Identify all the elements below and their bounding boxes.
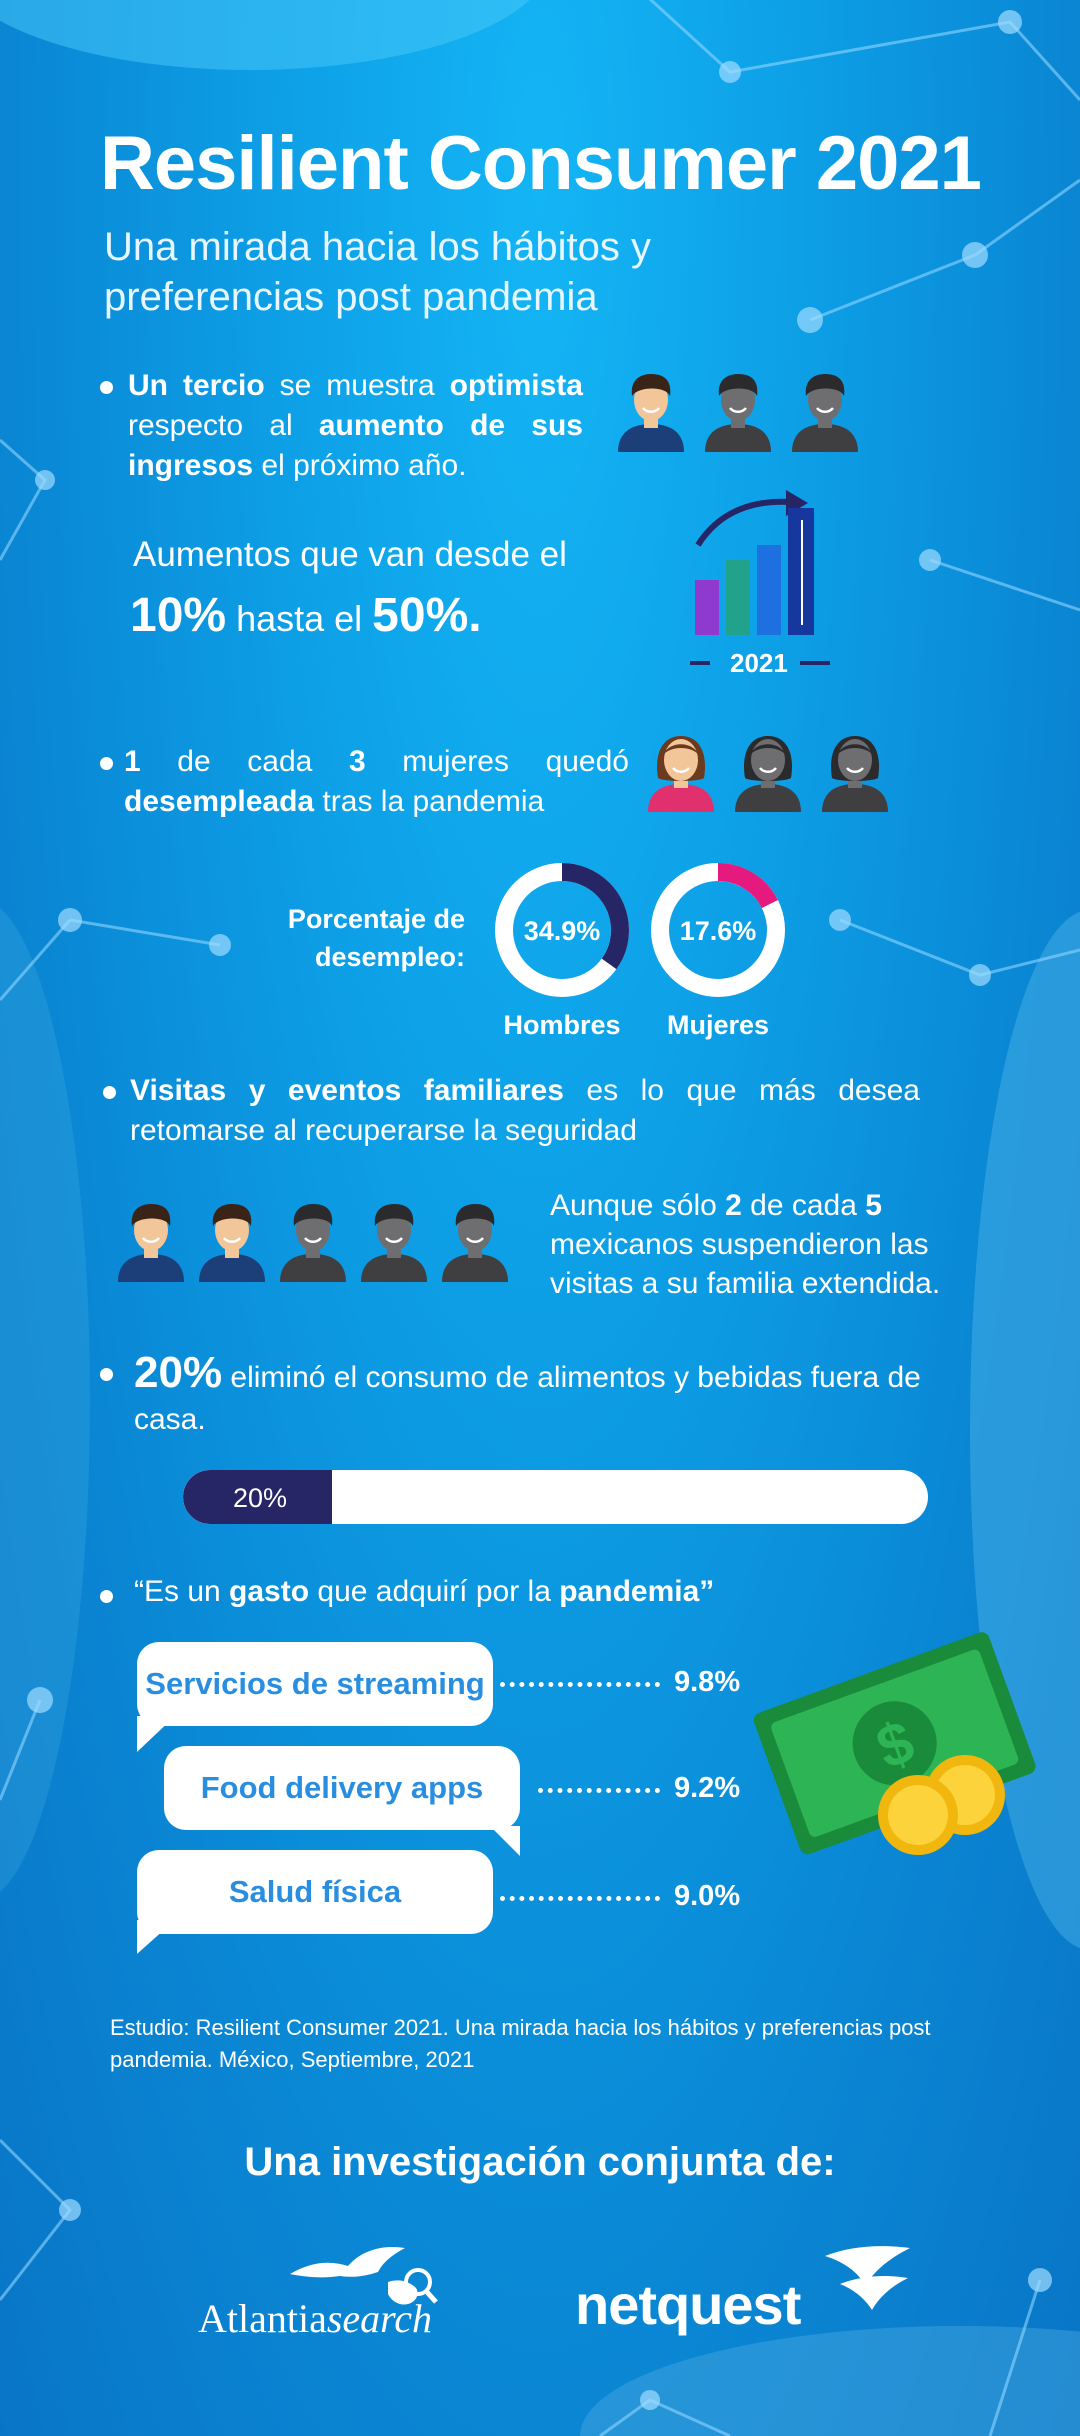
raise-to: 50%. xyxy=(372,589,482,642)
spending-value-delivery: 9.2% xyxy=(674,1772,741,1804)
unemployment-text-2: de cada xyxy=(140,745,349,778)
dots-health xyxy=(500,1896,660,1905)
visits-text-bold: Visitas y eventos familiares xyxy=(130,1074,564,1107)
spending-quote-bold-4: pandemia” xyxy=(559,1575,715,1608)
raise-middle: hasta el xyxy=(226,598,373,639)
person-icon xyxy=(642,728,720,817)
unemployment-label-line1: Porcentaje de xyxy=(287,904,465,934)
food-text: 20% eliminó el consumo de alimentos y be… xyxy=(134,1351,974,1441)
donut-women-value: 17.6% xyxy=(680,916,757,946)
logo-netquest: netquest xyxy=(575,2273,801,2336)
donut-women: 17.6% xyxy=(651,863,785,997)
person-icon xyxy=(274,1198,352,1287)
bullet-visits xyxy=(103,1086,116,1099)
donut-women-label: Mujeres xyxy=(666,1010,770,1040)
spending-value-health: 9.0% xyxy=(674,1880,741,1912)
page-title: Resilient Consumer 2021 xyxy=(100,121,982,206)
donut-men-label: Hombres xyxy=(503,1010,621,1040)
unemployment-text: 1 de cada 3 mujeres quedó desempleada tr… xyxy=(124,742,629,822)
growth-chart-icon xyxy=(690,490,830,665)
donut-men-value: 34.9% xyxy=(524,916,601,946)
visits-note: Aunque sólo 2 de cada 5 mexicanos suspen… xyxy=(550,1186,980,1303)
optimism-text: Un tercio se muestra optimista respecto … xyxy=(128,366,583,486)
person-icon xyxy=(729,728,807,817)
spending-quote-1: “Es un xyxy=(134,1575,230,1608)
person-icon xyxy=(193,1198,271,1287)
visits-note-bold-2: 2 xyxy=(725,1189,742,1222)
person-icon xyxy=(436,1198,514,1287)
person-icon xyxy=(699,368,777,457)
people-visits-group xyxy=(112,1198,514,1287)
optimism-text-4: respecto al xyxy=(128,409,319,442)
page-subtitle: Una mirada hacia los hábitos y preferenc… xyxy=(104,225,651,319)
atlantia-bird-icon xyxy=(290,2246,438,2305)
donut-men-arc xyxy=(495,863,629,997)
person-icon xyxy=(112,1198,190,1287)
spending-quote-bold-2: gasto xyxy=(229,1575,310,1608)
people-women-group xyxy=(642,728,894,817)
unemployment-text-bold-5: desempleada xyxy=(124,785,315,818)
spending-value-streaming: 9.8% xyxy=(674,1666,741,1698)
donut-women-arc xyxy=(651,863,785,997)
spending-item-streaming: Servicios de streaming xyxy=(137,1642,493,1726)
unemployment-label: Porcentaje de desempleo: xyxy=(250,900,465,976)
food-progress-fill xyxy=(183,1470,332,1524)
person-icon xyxy=(355,1198,433,1287)
unemployment-text-4: mujeres quedó xyxy=(365,745,629,778)
optimism-text-bold-5: aumento de sus ingresos xyxy=(128,409,583,482)
food-progress-bar: 20% xyxy=(183,1470,928,1524)
bullet-optimism xyxy=(100,381,113,394)
bullet-spending xyxy=(100,1590,113,1603)
raise-line1: Aumentos que van desde el xyxy=(133,535,567,574)
unemployment-label-line2: desempleo: xyxy=(314,942,465,972)
person-icon xyxy=(816,728,894,817)
source-note: Estudio: Resilient Consumer 2021. Una mi… xyxy=(110,2015,931,2072)
netquest-wave-icon xyxy=(825,2246,910,2310)
logo-atlantia-a: Atlantia xyxy=(198,2296,327,2341)
bullet-food xyxy=(100,1368,113,1381)
bullet-unemployment xyxy=(100,757,113,770)
logo-atlantia: Atlantiasearch xyxy=(198,2295,432,2342)
food-big-value: 20% xyxy=(134,1348,223,1397)
people-optimism-group xyxy=(612,368,864,457)
food-progress-label: 20% xyxy=(233,1483,288,1513)
optimism-text-bold-3: optimista xyxy=(449,369,583,402)
food-text-rest: eliminó el consumo de alimentos y bebida… xyxy=(134,1361,921,1436)
visits-note-bold-4: 5 xyxy=(865,1189,882,1222)
visits-text: Visitas y eventos familiares es lo que m… xyxy=(130,1071,920,1151)
spending-quote: “Es un gasto que adquirí por la pandemia… xyxy=(134,1575,714,1609)
raise-from: 10% xyxy=(130,589,227,642)
spending-quote-3: que adquirí por la xyxy=(309,1575,560,1608)
optimism-text-2: se muestra xyxy=(264,369,450,402)
spending-item-delivery: Food delivery apps xyxy=(164,1746,520,1830)
dots-streaming xyxy=(500,1682,660,1691)
person-icon xyxy=(786,368,864,457)
dots-delivery xyxy=(538,1788,660,1797)
unemployment-text-bold-3: 3 xyxy=(348,745,366,778)
raise-line2: 10% hasta el 50%. xyxy=(130,588,482,643)
donut-men: 34.9% xyxy=(495,863,629,997)
unemployment-text-bold-1: 1 xyxy=(124,745,141,778)
visits-note-1: Aunque sólo xyxy=(550,1189,726,1222)
logo-atlantia-b: search xyxy=(326,2296,433,2341)
partners-title: Una investigación conjunta de: xyxy=(244,2140,836,2184)
visits-text-rest: es lo que más desea retomarse al recuper… xyxy=(130,1074,920,1147)
optimism-text-6: el próximo año. xyxy=(253,449,467,482)
unemployment-text-6: tras la pandemia xyxy=(314,785,545,818)
optimism-text-bold-1: Un tercio xyxy=(128,369,265,402)
money-bill-icon: $ xyxy=(753,1632,1036,1855)
visits-note-5: mexicanos suspendieron las visitas a su … xyxy=(550,1228,941,1300)
visits-note-3: de cada xyxy=(741,1189,866,1222)
spending-item-health: Salud física xyxy=(137,1850,493,1934)
person-icon xyxy=(612,368,690,457)
growth-chart-year: 2021 xyxy=(730,648,788,678)
